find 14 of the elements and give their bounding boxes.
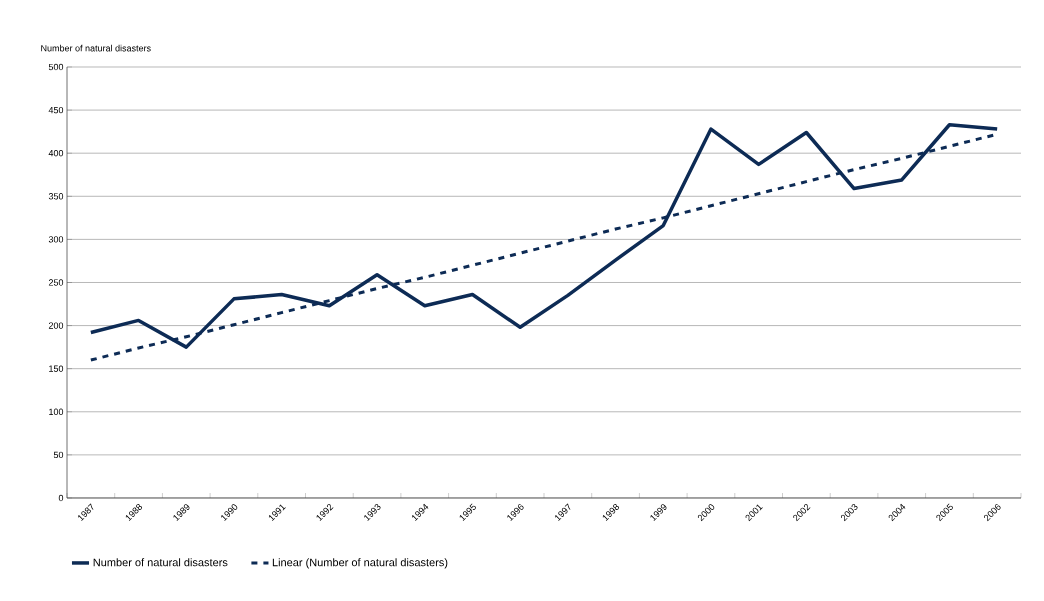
y-axis-title: Number of natural disasters	[41, 44, 151, 52]
y-tick-label: 500	[48, 63, 64, 71]
y-tick-label: 300	[48, 236, 64, 243]
y-tick-label: 450	[48, 106, 64, 114]
y-tick-label: 200	[48, 322, 64, 329]
y-tick-label: 400	[48, 150, 64, 157]
legend-label: Number of natural disasters	[93, 558, 228, 567]
y-tick-label: 50	[53, 451, 64, 459]
y-tick-label: 250	[48, 279, 64, 286]
y-tick-label: 350	[48, 193, 64, 200]
legend-label: Linear (Number of natural disasters)	[272, 558, 448, 569]
y-tick-label: 0	[58, 494, 64, 502]
y-tick-label: 100	[49, 408, 64, 415]
y-tick-label: 150	[49, 365, 64, 372]
